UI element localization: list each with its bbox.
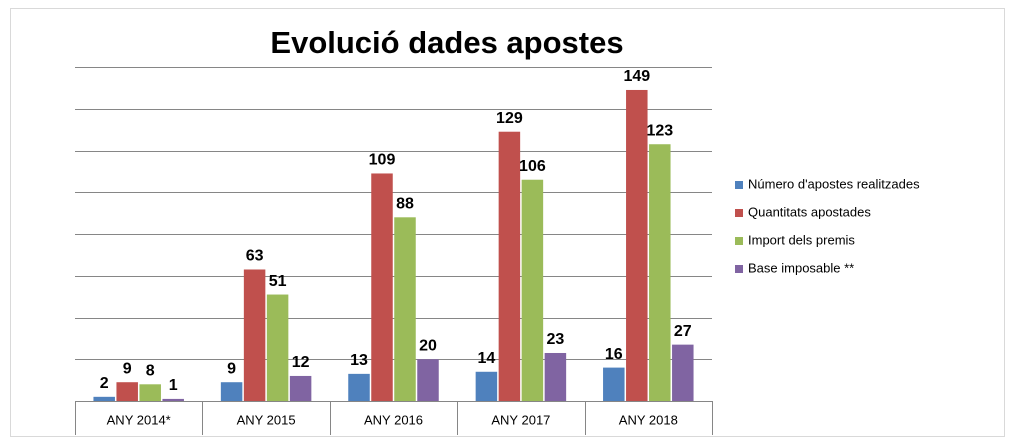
bar xyxy=(475,371,498,401)
bar xyxy=(220,382,243,401)
data-label: 149 xyxy=(623,68,650,85)
legend-swatch xyxy=(735,181,743,189)
bar xyxy=(139,384,161,401)
data-label: 8 xyxy=(146,363,155,380)
data-label: 51 xyxy=(269,273,287,290)
data-label: 106 xyxy=(519,158,546,175)
bar xyxy=(649,144,671,402)
bar xyxy=(672,344,694,401)
x-tick-label: ANY 2017 xyxy=(491,412,550,427)
data-label: 129 xyxy=(496,110,523,127)
data-label: 9 xyxy=(123,360,132,377)
data-label: 63 xyxy=(246,248,264,265)
bar xyxy=(93,396,115,401)
bar xyxy=(348,373,370,401)
data-label: 88 xyxy=(396,196,414,213)
bar xyxy=(521,179,544,401)
data-label: 109 xyxy=(369,152,396,169)
data-label: 20 xyxy=(419,337,437,354)
data-label: 27 xyxy=(674,323,692,340)
legend-label: Número d'apostes realitzades xyxy=(748,176,920,191)
data-label: 9 xyxy=(227,360,236,377)
legend-label: Quantitats apostades xyxy=(748,204,871,219)
x-tick-label: ANY 2016 xyxy=(364,412,423,427)
bar xyxy=(243,269,266,401)
data-label: 13 xyxy=(350,352,368,369)
data-label: 16 xyxy=(605,346,623,363)
legend-swatch xyxy=(735,265,743,273)
bar xyxy=(116,382,138,401)
x-tick-label: ANY 2015 xyxy=(237,412,296,427)
bar xyxy=(544,352,567,401)
bar xyxy=(266,294,289,401)
bar xyxy=(394,217,416,401)
x-tick-label: ANY 2018 xyxy=(619,412,678,427)
legend-label: Import dels premis xyxy=(748,232,855,247)
legend-swatch xyxy=(735,237,743,245)
chart-title: Evolució dades apostes xyxy=(270,25,623,60)
bar xyxy=(162,398,184,401)
bar xyxy=(371,173,393,401)
x-tick-label: ANY 2014* xyxy=(107,412,171,427)
bar xyxy=(626,89,648,402)
data-label: 123 xyxy=(646,122,673,139)
data-label: 12 xyxy=(292,354,310,371)
legend-swatch xyxy=(735,209,743,217)
bar xyxy=(603,367,625,401)
data-label: 14 xyxy=(478,350,496,367)
data-label: 2 xyxy=(100,375,109,392)
bar xyxy=(417,359,439,401)
bar xyxy=(498,131,521,401)
data-label: 23 xyxy=(547,331,565,348)
data-label: 1 xyxy=(169,377,178,394)
legend-label: Base imposable ** xyxy=(748,260,854,275)
bar xyxy=(289,375,312,401)
